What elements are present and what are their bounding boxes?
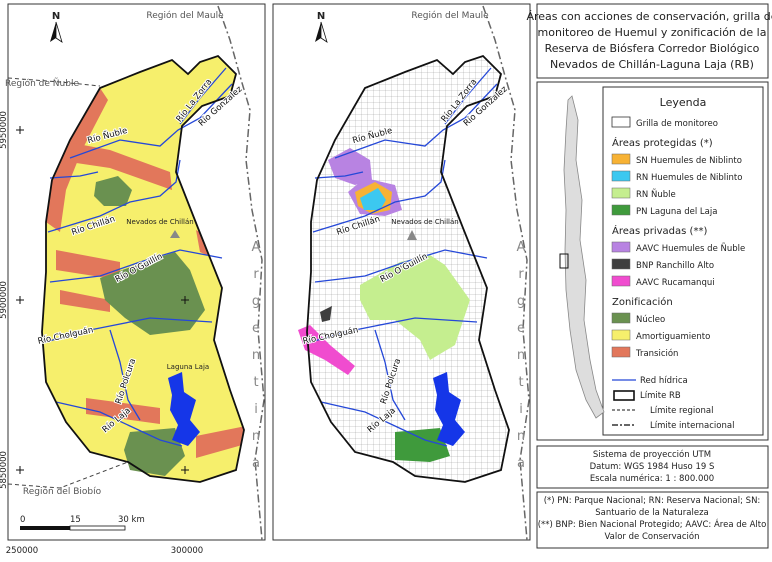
inset-chile <box>563 95 605 419</box>
scale-label: 15 <box>70 515 81 525</box>
region-label: Región del Maule <box>411 10 489 21</box>
northing-label: 5950000 <box>0 111 9 149</box>
scale-bar <box>20 525 126 531</box>
legend-label: Transición <box>635 348 678 359</box>
scale-label: 0 <box>20 515 25 525</box>
note-line: Valor de Conservación <box>605 531 700 542</box>
legend-label: AAVC Huemules de Ñuble <box>636 243 745 254</box>
legend-box <box>536 81 769 441</box>
map-left <box>8 4 265 540</box>
legend-group-title: Zonificación <box>612 296 673 308</box>
title-line: Nevados de Chillán-Laguna Laja (RB) <box>550 58 754 71</box>
legend-swatch <box>611 258 631 270</box>
easting-label: 300000 <box>171 546 203 556</box>
legend-swatch <box>611 153 631 165</box>
place-label: Nevados de Chillán <box>126 218 193 226</box>
legend-group-title: Áreas protegidas (*) <box>612 136 713 149</box>
legend-label: RN Huemules de Niblinto <box>636 173 742 183</box>
legend-swatch <box>611 116 631 128</box>
legend-label: RN Ñuble <box>636 189 676 200</box>
legend-label: Grilla de monitoreo <box>636 119 718 129</box>
country-label: Argentina <box>514 240 529 483</box>
inset-locator <box>559 253 569 269</box>
place-label: Laguna Laja <box>167 363 209 371</box>
country-label: Argentina <box>249 240 264 483</box>
title-box <box>536 3 769 79</box>
legend-label: PN Laguna del Laja <box>636 207 717 217</box>
legend-line <box>613 390 635 401</box>
note-line: (*) PN: Parque Nacional; RN: Reserva Nac… <box>544 496 761 506</box>
legend-swatch <box>611 346 631 358</box>
title-line: Reserva de Biósfera Corredor Biológico <box>545 42 760 55</box>
legend-label: Red hídrica <box>640 376 688 386</box>
northing-label: 5850000 <box>0 451 9 489</box>
place-label: Nevados de Chillán <box>391 218 458 226</box>
legend-label: Amortiguamiento <box>636 332 710 342</box>
legend-label: AAVC Rucamanqui <box>636 278 715 288</box>
note-line: Santuario de la Naturaleza <box>595 508 709 518</box>
projection-box <box>536 445 769 489</box>
legend-label: Límite regional <box>650 406 713 416</box>
legend-swatch <box>611 275 631 287</box>
legend-swatch <box>611 204 631 216</box>
legend-label: Límite internacional <box>650 421 734 431</box>
projection-line: Datum: WGS 1984 Huso 19 S <box>590 462 715 472</box>
legend-group-title: Áreas privadas (**) <box>612 224 707 237</box>
map-frame <box>7 3 266 541</box>
legend-swatch <box>611 312 631 324</box>
region-label: Región de Ñuble <box>5 78 79 89</box>
legend-title: Leyenda <box>660 96 707 109</box>
northing-label: 5900000 <box>0 281 9 319</box>
easting-label: 250000 <box>6 546 38 556</box>
legend-swatch <box>611 329 631 341</box>
notes-box <box>536 491 769 549</box>
title-line: monitoreo de Huemul y zonificación de la <box>538 26 767 39</box>
scale-label: 30 km <box>118 515 145 525</box>
projection-line: Sistema de proyección UTM <box>593 449 711 460</box>
region-label: Región del Biobío <box>23 486 102 497</box>
legend-swatch <box>611 170 631 182</box>
note-line: (**) BNP: Bien Nacional Protegido; AAVC:… <box>538 518 767 530</box>
projection-line: Escala numérica: 1 : 800.000 <box>590 473 714 484</box>
legend-label: Límite RB <box>640 391 681 401</box>
title-line: Áreas con acciones de conservación, gril… <box>526 10 772 23</box>
legend-inner <box>602 86 764 436</box>
legend-label: BNP Ranchillo Alto <box>636 261 714 271</box>
legend-label: Núcleo <box>636 315 665 325</box>
map-right <box>273 4 530 540</box>
region-label: Región del Maule <box>146 10 224 21</box>
legend-swatch <box>611 187 631 199</box>
map-frame <box>272 3 531 541</box>
legend-label: SN Huemules de Niblinto <box>636 156 742 166</box>
legend-swatch <box>611 241 631 253</box>
